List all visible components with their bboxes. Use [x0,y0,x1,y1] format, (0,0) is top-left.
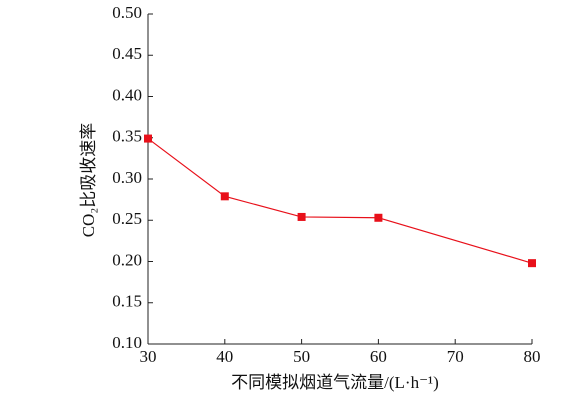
data-point [297,212,306,221]
x-tick-label: 50 [293,347,310,366]
y-axis-label: CO₂比吸收速率 [79,123,98,238]
y-tick-label: 0.50 [112,3,142,22]
data-point [144,134,152,143]
y-tick-label: 0.35 [112,127,142,146]
x-tick-label: 80 [524,347,541,366]
x-tick-label: 30 [140,347,157,366]
y-tick-label: 0.15 [112,292,142,311]
data-point [528,259,536,268]
y-tick-label: 0.45 [112,44,142,63]
y-tick-label: 0.25 [112,209,142,228]
y-tick-label: 0.20 [112,250,142,269]
x-tick-label: 60 [370,347,387,366]
y-tick-label: 0.40 [112,85,142,104]
x-axis-label: 不同模拟烟道气流量/(L·h⁻¹) [231,373,439,392]
y-tick-label: 0.10 [112,333,142,352]
x-tick-label: 40 [216,347,233,366]
series-line [147,138,533,264]
data-point [374,213,383,222]
x-tick-label: 70 [447,347,464,366]
data-point [220,192,229,201]
y-tick-label: 0.30 [112,168,142,187]
